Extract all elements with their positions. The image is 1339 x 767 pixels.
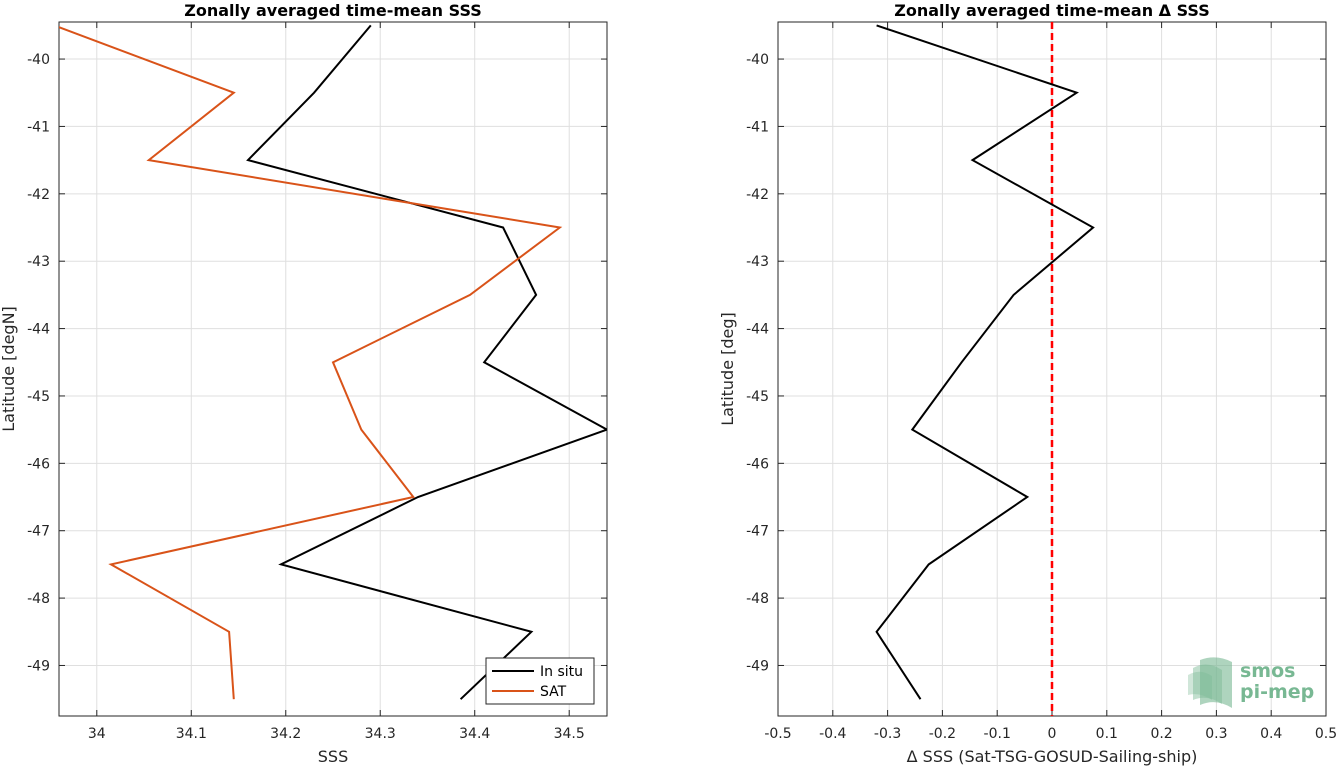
legend-label: In situ <box>540 664 583 680</box>
svg-text:smos: smos <box>1240 660 1295 682</box>
logo-waves-icon <box>1188 657 1232 708</box>
y-tick-label: -43 <box>746 254 769 270</box>
sss-panel: 34 34.1 34.2 34.3 34.4 34.5 -40 -41 -42 -43 -44 -45… <box>0 1 608 766</box>
chart-title: Zonally averaged time-mean Δ SSS <box>894 1 1210 20</box>
x-tick-label: 0.3 <box>1205 726 1227 742</box>
x-tick-label: 0.5 <box>1315 726 1337 742</box>
y-tick-label: -45 <box>27 389 50 405</box>
x-tick-label: 0.1 <box>1096 726 1118 742</box>
y-tick-label: -40 <box>746 52 769 68</box>
y-tick-label: -42 <box>27 187 50 203</box>
smos-pi-mep-logo: smos pi-mep <box>1188 657 1314 708</box>
plot-area <box>59 22 607 716</box>
x-tick-label: -0.4 <box>819 726 846 742</box>
x-tick-label: 34 <box>88 726 106 742</box>
x-tick-label: -0.3 <box>874 726 901 742</box>
legend-label: SAT <box>540 684 567 700</box>
series-sat-line <box>59 26 563 700</box>
x-tick-label: -0.1 <box>984 726 1011 742</box>
x-axis-label: SSS <box>318 747 348 766</box>
y-tick-label: -49 <box>746 658 769 674</box>
legend-box <box>485 657 595 705</box>
x-tick-label: 34.5 <box>554 726 585 742</box>
y-tick-label: -44 <box>746 322 769 338</box>
delta-sss-series-line <box>875 24 1095 700</box>
y-axis-label: Latitude [degN] <box>0 306 18 432</box>
x-tick-label: 34.2 <box>270 726 301 742</box>
x-tick-label: -0.5 <box>764 726 791 742</box>
x-tick-label: 0 <box>1048 726 1057 742</box>
y-tick-label: -41 <box>27 119 50 135</box>
y-tick-label: -40 <box>27 52 50 68</box>
x-tick-label: 34.3 <box>365 726 396 742</box>
x-tick-label: -0.2 <box>929 726 956 742</box>
y-tick-label: -42 <box>746 187 769 203</box>
y-tick-label: -49 <box>27 658 50 674</box>
delta-sss-panel: -0.5 -0.4 -0.3 -0.2 -0.1 0 0.1 0.2 0.3 0.4 0.5 -40 -… <box>718 1 1337 766</box>
x-axis-label: Δ SSS (Sat-TSG-GOSUD-Sailing-ship) <box>907 747 1198 766</box>
axes-box <box>58 21 608 717</box>
y-tick-label: -41 <box>746 119 769 135</box>
y-tick-label: -48 <box>746 591 769 607</box>
series-in-situ-line <box>246 24 607 700</box>
y-tick-label: -47 <box>27 524 50 540</box>
y-tick-label: -45 <box>746 389 769 405</box>
x-tick-label: 34.1 <box>176 726 207 742</box>
y-tick-label: -44 <box>27 322 50 338</box>
chart-title: Zonally averaged time-mean SSS <box>184 1 482 20</box>
x-tick-label: 34.4 <box>459 726 490 742</box>
svg-text:pi-mep: pi-mep <box>1240 681 1314 703</box>
x-tick-label: 0.2 <box>1150 726 1172 742</box>
x-tick-label: 0.4 <box>1260 726 1282 742</box>
y-axis-label: Latitude [deg] <box>718 312 737 426</box>
y-tick-label: -43 <box>27 254 50 270</box>
y-tick-label: -47 <box>746 524 769 540</box>
y-tick-label: -46 <box>27 456 50 472</box>
y-tick-label: -48 <box>27 591 50 607</box>
y-tick-label: -46 <box>746 456 769 472</box>
